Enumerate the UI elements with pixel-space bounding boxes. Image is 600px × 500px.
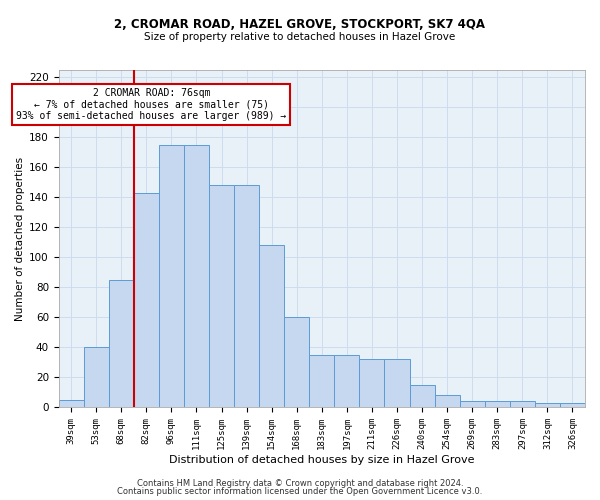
Bar <box>560 403 585 407</box>
Bar <box>84 348 109 408</box>
Bar <box>434 396 460 407</box>
Y-axis label: Number of detached properties: Number of detached properties <box>15 156 25 321</box>
Bar <box>510 402 535 407</box>
Bar <box>159 145 184 407</box>
Bar <box>184 145 209 407</box>
X-axis label: Distribution of detached houses by size in Hazel Grove: Distribution of detached houses by size … <box>169 455 475 465</box>
Bar <box>309 355 334 408</box>
Bar <box>485 402 510 407</box>
Bar <box>209 186 234 408</box>
Bar <box>460 402 485 407</box>
Text: Contains HM Land Registry data © Crown copyright and database right 2024.: Contains HM Land Registry data © Crown c… <box>137 478 463 488</box>
Bar <box>284 318 309 408</box>
Bar <box>385 360 410 408</box>
Bar <box>334 355 359 408</box>
Bar <box>134 193 159 408</box>
Bar <box>535 403 560 407</box>
Text: Size of property relative to detached houses in Hazel Grove: Size of property relative to detached ho… <box>145 32 455 42</box>
Bar <box>410 385 434 407</box>
Bar <box>234 186 259 408</box>
Bar <box>109 280 134 407</box>
Bar <box>359 360 385 408</box>
Text: 2 CROMAR ROAD: 76sqm
← 7% of detached houses are smaller (75)
93% of semi-detach: 2 CROMAR ROAD: 76sqm ← 7% of detached ho… <box>16 88 287 121</box>
Bar <box>259 246 284 408</box>
Text: 2, CROMAR ROAD, HAZEL GROVE, STOCKPORT, SK7 4QA: 2, CROMAR ROAD, HAZEL GROVE, STOCKPORT, … <box>115 18 485 30</box>
Text: Contains public sector information licensed under the Open Government Licence v3: Contains public sector information licen… <box>118 488 482 496</box>
Bar <box>59 400 84 407</box>
